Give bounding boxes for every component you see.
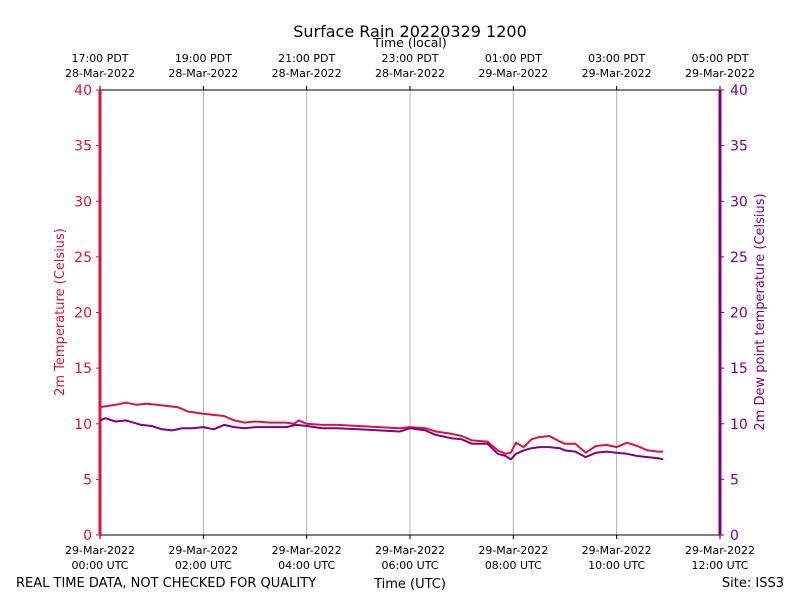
right-tick-label-3: 15 [730, 361, 748, 377]
right-tick-label-4: 20 [730, 306, 748, 322]
bottom-tick-date-2: 29-Mar-2022 [272, 544, 342, 557]
left-tick-label-0: 0 [83, 528, 92, 544]
top-tick-time-5: 03:00 PDT [588, 52, 645, 65]
right-tick-label-8: 40 [730, 83, 748, 99]
right-tick-label-7: 35 [730, 139, 748, 155]
top-tick-date-6: 29-Mar-2022 [685, 67, 755, 80]
left-tick-label-5: 25 [74, 250, 92, 266]
top-tick-date-3: 28-Mar-2022 [375, 67, 445, 80]
series-line-2m-temperature [99, 401, 664, 455]
bottom-tick-time-0: 00:00 UTC [71, 559, 128, 572]
top-tick-date-2: 28-Mar-2022 [272, 67, 342, 80]
bottom-tick-time-2: 04:00 UTC [278, 559, 335, 572]
site-label: Site: ISS3 [722, 576, 784, 591]
chart-title: Surface Rain 20220329 1200 [293, 22, 527, 41]
top-tick-date-4: 29-Mar-2022 [478, 67, 548, 80]
bottom-tick-date-1: 29-Mar-2022 [168, 544, 238, 557]
left-tick-label-3: 15 [74, 361, 92, 377]
right-axis-label: 2m Dew point temperature (Celsius) [753, 193, 768, 430]
bottom-tick-time-3: 06:00 UTC [381, 559, 438, 572]
bottom-tick-time-6: 12:00 UTC [691, 559, 748, 572]
top-tick-time-3: 23:00 PDT [381, 52, 438, 65]
top-tick-time-1: 19:00 PDT [175, 52, 232, 65]
left-tick-label-1: 5 [83, 472, 92, 488]
bottom-tick-date-4: 29-Mar-2022 [478, 544, 548, 557]
right-tick-label-2: 10 [730, 417, 748, 433]
bottom-tick-time-1: 02:00 UTC [175, 559, 232, 572]
left-tick-label-8: 40 [74, 83, 92, 99]
bottom-tick-time-4: 08:00 UTC [485, 559, 542, 572]
top-tick-date-5: 29-Mar-2022 [582, 67, 652, 80]
top-tick-time-0: 17:00 PDT [71, 52, 128, 65]
quality-disclaimer: REAL TIME DATA, NOT CHECKED FOR QUALITY [16, 576, 316, 591]
bottom-tick-date-5: 29-Mar-2022 [582, 544, 652, 557]
left-tick-label-4: 20 [74, 306, 92, 322]
series-line-2m-dew-point-temperature [99, 417, 664, 461]
left-tick-label-7: 35 [74, 139, 92, 155]
left-tick-label-6: 30 [74, 194, 92, 210]
bottom-tick-date-3: 29-Mar-2022 [375, 544, 445, 557]
right-tick-label-6: 30 [730, 194, 748, 210]
top-tick-date-1: 28-Mar-2022 [168, 67, 238, 80]
series-lines [99, 401, 664, 461]
bottom-tick-date-6: 29-Mar-2022 [685, 544, 755, 557]
bottom-tick-date-0: 29-Mar-2022 [65, 544, 135, 557]
top-tick-time-4: 01:00 PDT [485, 52, 542, 65]
left-tick-label-2: 10 [74, 417, 92, 433]
right-tick-label-0: 0 [730, 528, 739, 544]
right-tick-label-5: 25 [730, 250, 748, 266]
top-tick-date-0: 28-Mar-2022 [65, 67, 135, 80]
axis-ticks: 29-Mar-2022 00:00 UTC 29-Mar-2022 02:00 UTC… [65, 52, 755, 572]
right-tick-label-1: 5 [730, 472, 739, 488]
left-axis-label: 2m Temperature (Celsius) [53, 228, 68, 396]
x-axis-label: Time (UTC) [373, 577, 446, 592]
top-tick-time-6: 05:00 PDT [691, 52, 748, 65]
gridlines [202, 90, 618, 535]
top-axis-label: Time (local) [372, 35, 446, 50]
top-tick-time-2: 21:00 PDT [278, 52, 335, 65]
bottom-tick-time-5: 10:00 UTC [588, 559, 645, 572]
